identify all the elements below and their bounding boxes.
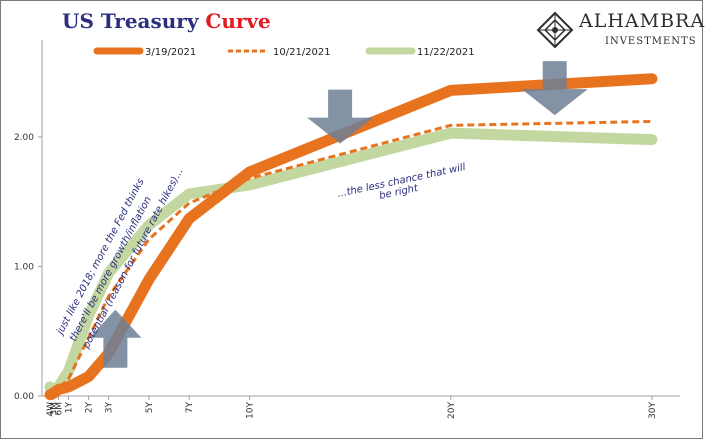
title-part-2: Curve (205, 9, 271, 33)
chart-title: US Treasury Curve (62, 9, 271, 33)
legend: 3/19/2021 10/21/2021 11/22/2021 (93, 47, 475, 58)
legend-label: 11/22/2021 (417, 47, 475, 58)
arrow-down-icon (307, 89, 374, 144)
arrow-down-icon (521, 61, 588, 116)
arrows-layer (89, 61, 588, 368)
x-tick-label: 10Y (246, 402, 256, 419)
x-tick-label: 6M (54, 402, 64, 416)
y-ticks: 0.00 1.00 2.00 (14, 133, 42, 402)
x-tick-label: 1Y (64, 402, 74, 414)
x-tick-label: 3Y (105, 402, 115, 414)
legend-label: 3/19/2021 (145, 47, 196, 58)
x-tick-label: 7Y (185, 402, 195, 414)
series-line-11-22-2021 (44, 127, 658, 396)
title-part-1: US Treasury (62, 9, 206, 33)
alhambra-logo: ALHAMBRA INVESTMENTS (533, 8, 704, 52)
y-tick-label: 1.00 (14, 263, 34, 273)
x-tick-label: 30Y (648, 402, 658, 419)
arrow-up-icon (89, 309, 142, 368)
x-tick-label: 3M (49, 402, 59, 416)
logo-name: ALHAMBRA (579, 10, 705, 32)
x-tick-label: 4W (46, 402, 56, 417)
y-tick-label: 2.00 (14, 133, 34, 143)
x-tick-label: 2Y (85, 402, 95, 414)
legend-label: 10/21/2021 (273, 47, 331, 58)
series-line-10-21-2021 (50, 119, 653, 392)
axes-layer (41, 40, 680, 397)
x-tick-label: 5Y (145, 402, 155, 414)
y-tick-label: 0.00 (14, 392, 34, 402)
logo-subtitle: INVESTMENTS (605, 36, 697, 47)
logo-diamond-icon (536, 11, 574, 49)
x-tick-label: 20Y (447, 402, 457, 419)
